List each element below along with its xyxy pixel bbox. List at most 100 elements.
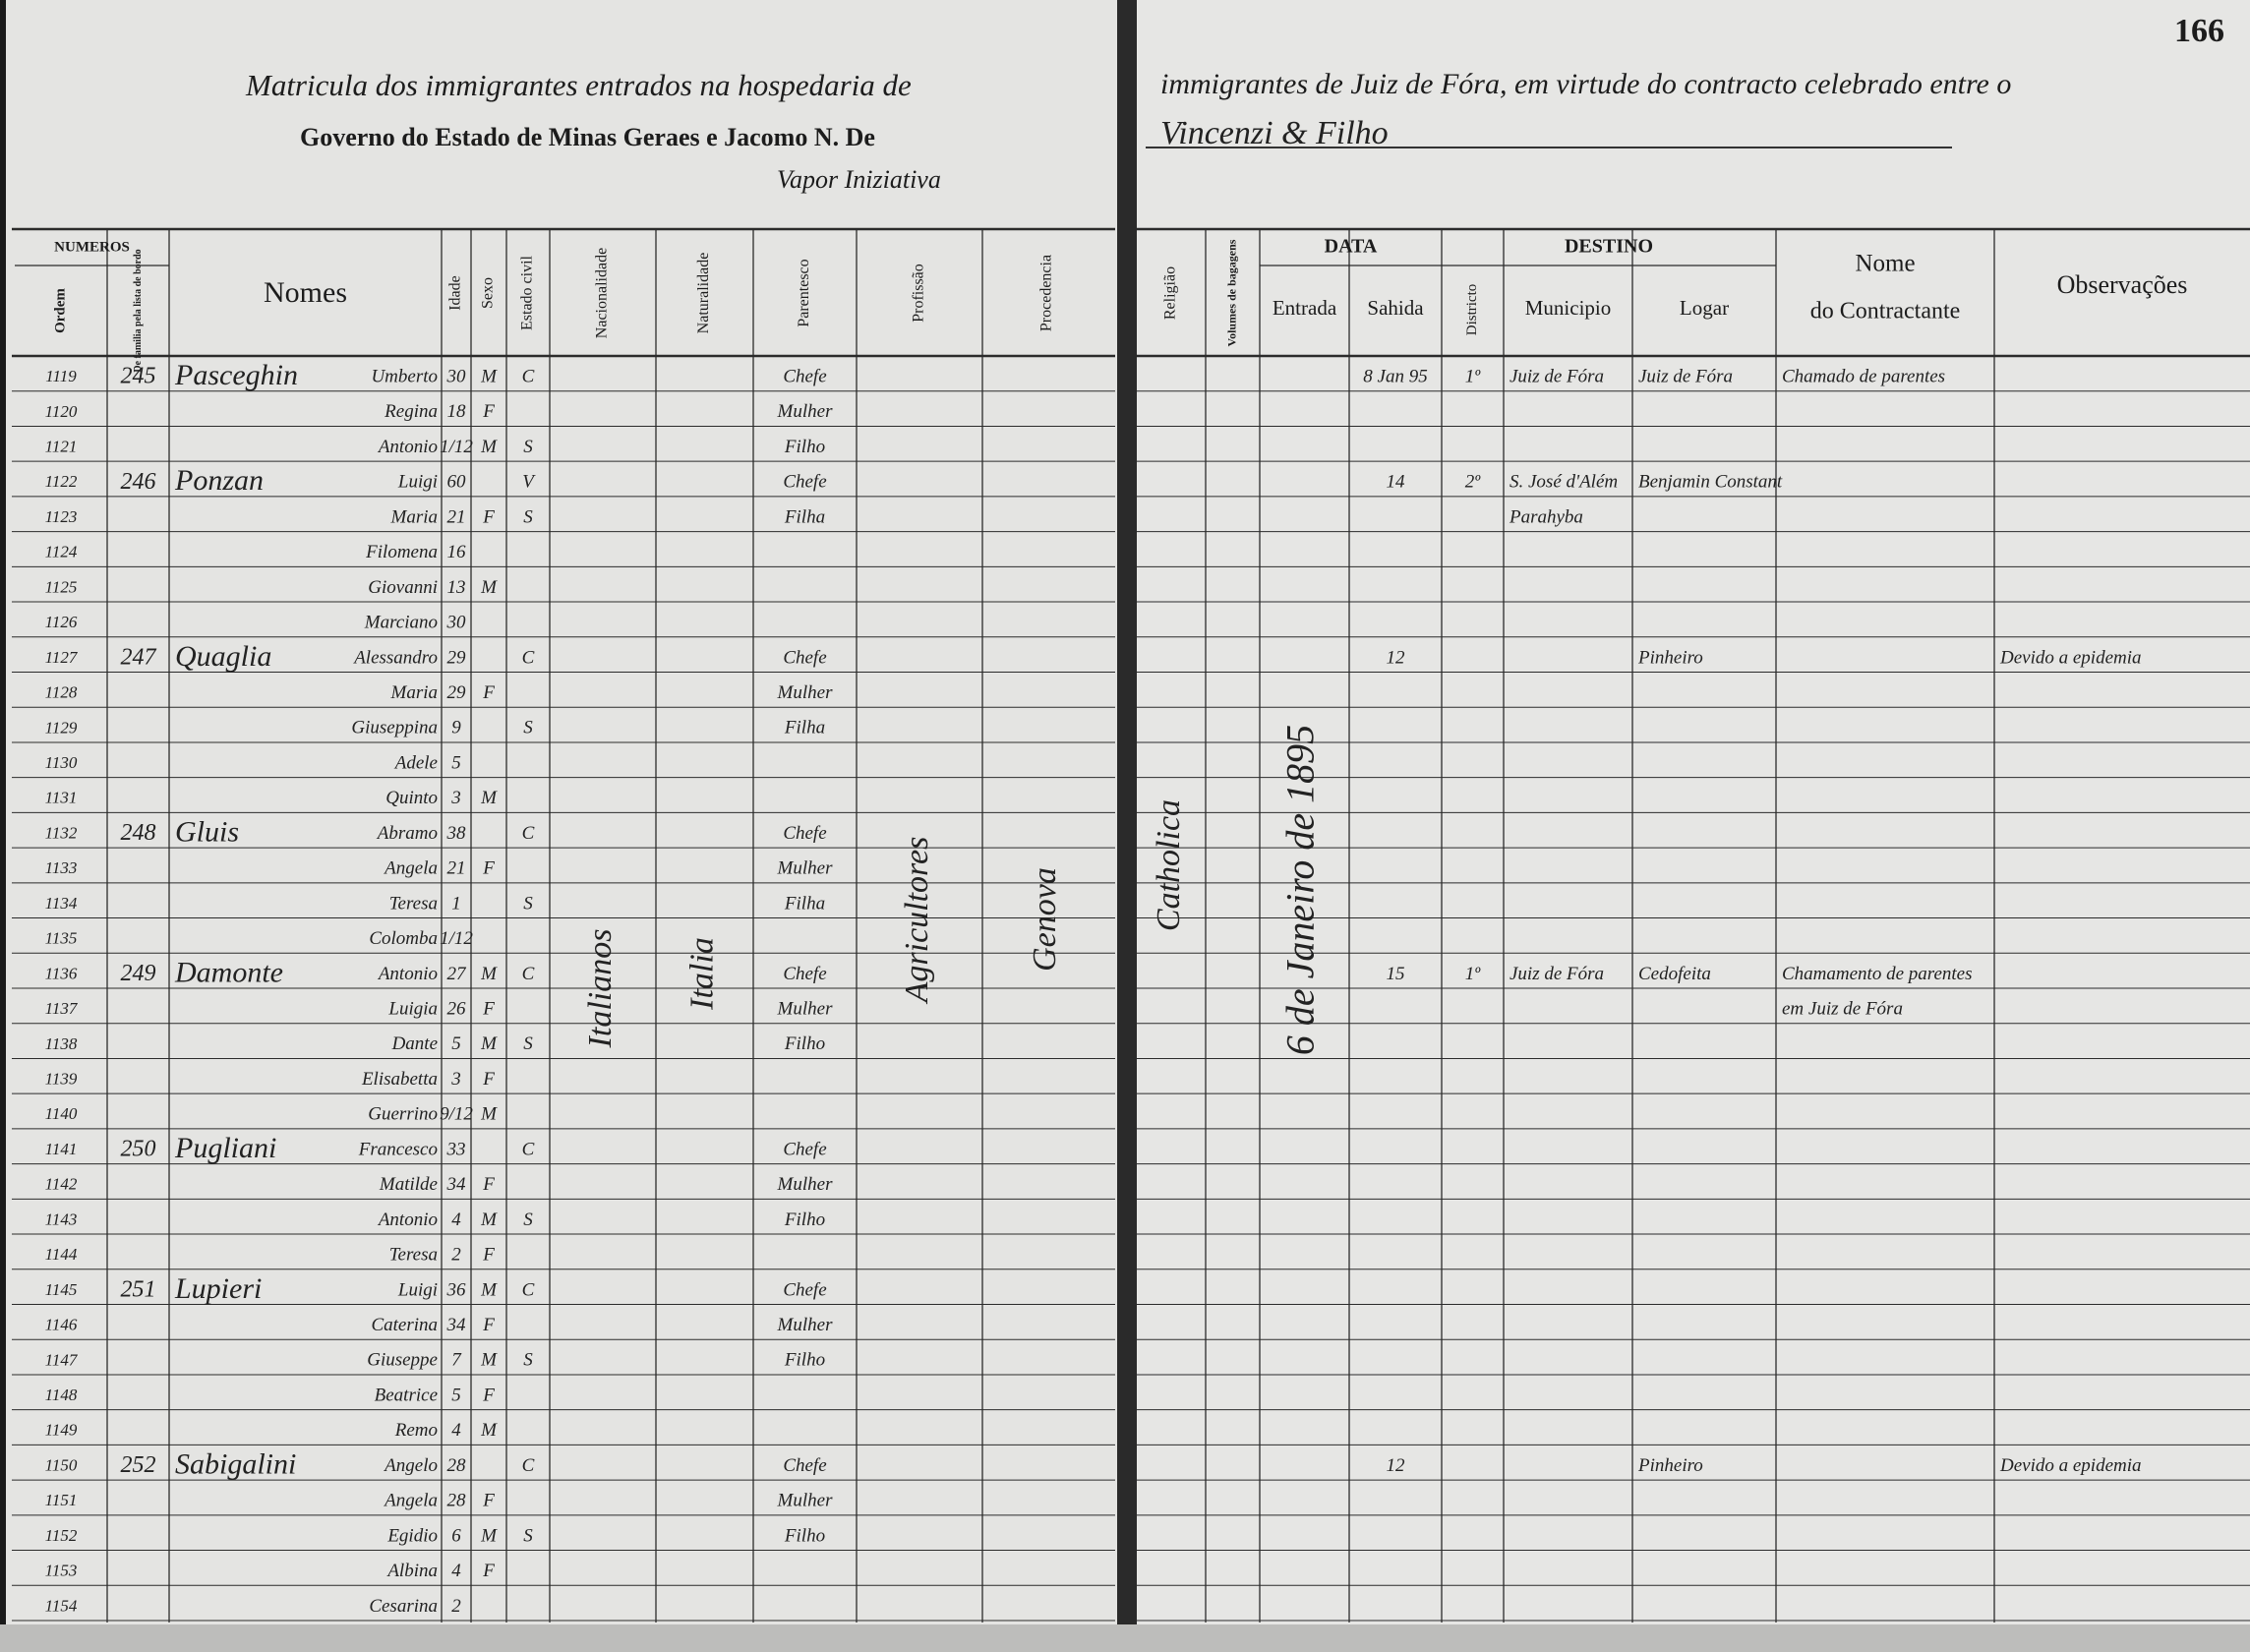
place-cell: Pinheiro bbox=[1637, 1455, 1703, 1476]
ordem-cell: 1141 bbox=[45, 1140, 78, 1158]
ordem-cell: 1134 bbox=[45, 894, 78, 913]
kinship-cell: Mulher bbox=[777, 682, 834, 703]
civil-state-cell: C bbox=[522, 964, 535, 984]
age-cell: 5 bbox=[451, 752, 461, 773]
familia-cell: 250 bbox=[121, 1137, 156, 1162]
first-name-cell: Angela bbox=[383, 1491, 438, 1511]
spanning-entry: Italianos bbox=[582, 929, 619, 1049]
sex-cell: F bbox=[482, 1385, 495, 1405]
age-cell: 34 bbox=[446, 1174, 467, 1195]
page-number: 166 bbox=[2174, 13, 2224, 49]
spanning-entry: 6 de Janeiro de 1895 bbox=[1278, 725, 1323, 1055]
place-cell: Pinheiro bbox=[1637, 647, 1703, 668]
age-cell: 5 bbox=[451, 1033, 461, 1054]
sex-cell: F bbox=[482, 1491, 495, 1511]
column-header: do Contractante bbox=[1810, 299, 1961, 324]
title-line2-left: Governo do Estado de Minas Geraes e Jaco… bbox=[300, 123, 875, 151]
column-header: Ordem bbox=[52, 288, 68, 333]
age-cell: 18 bbox=[447, 401, 467, 422]
first-name-cell: Remo bbox=[394, 1420, 438, 1441]
binding bbox=[1117, 0, 1137, 1652]
familia-cell: 248 bbox=[121, 820, 156, 846]
ordem-cell: 1142 bbox=[45, 1175, 78, 1194]
exit-date-cell: 12 bbox=[1387, 647, 1406, 668]
title-right: immigrantes de Juiz de Fóra, em virtude … bbox=[1160, 68, 2011, 100]
age-cell: 21 bbox=[447, 506, 466, 527]
kinship-cell: Filho bbox=[784, 1525, 825, 1546]
ordem-cell: 1143 bbox=[45, 1210, 78, 1228]
ordem-cell: 1148 bbox=[45, 1386, 78, 1404]
ordem-cell: 1135 bbox=[45, 929, 78, 948]
ordem-cell: 1138 bbox=[45, 1034, 78, 1053]
column-header: Entrada bbox=[1273, 296, 1337, 320]
spanning-entry: Agricultores bbox=[899, 837, 935, 1005]
first-name-cell: Elisabetta bbox=[361, 1069, 438, 1090]
first-name-cell: Umberto bbox=[371, 367, 438, 387]
age-cell: 1/12 bbox=[440, 437, 473, 457]
column-header: Districto bbox=[1464, 284, 1480, 336]
place-cell: Juiz de Fóra bbox=[1638, 367, 1733, 387]
ordem-cell: 1136 bbox=[45, 964, 78, 982]
civil-state-cell: C bbox=[522, 1279, 535, 1300]
first-name-cell: Luigia bbox=[387, 999, 438, 1020]
column-header: Profissão bbox=[911, 264, 927, 323]
title-left: Matricula dos immigrantes entrados na ho… bbox=[245, 68, 912, 102]
ordem-cell: 1121 bbox=[45, 437, 78, 455]
surname-cell: Ponzan bbox=[174, 464, 264, 497]
contractor-cell: em Juiz de Fóra bbox=[1782, 999, 1903, 1020]
sex-cell: M bbox=[480, 1279, 498, 1300]
first-name-cell: Alessandro bbox=[352, 647, 438, 668]
exit-date-cell: 8 Jan 95 bbox=[1363, 367, 1427, 387]
age-cell: 2 bbox=[451, 1596, 461, 1617]
age-cell: 4 bbox=[451, 1210, 461, 1230]
age-cell: 6 bbox=[451, 1525, 461, 1546]
sex-cell: F bbox=[482, 1069, 495, 1090]
ordem-cell: 1144 bbox=[45, 1245, 78, 1264]
civil-state-cell: S bbox=[523, 893, 533, 914]
first-name-cell: Giuseppina bbox=[351, 718, 438, 738]
familia-cell: 245 bbox=[121, 364, 156, 389]
first-name-cell: Francesco bbox=[358, 1139, 438, 1159]
surname-cell: Damonte bbox=[174, 956, 283, 988]
ordem-cell: 1130 bbox=[45, 753, 78, 772]
kinship-cell: Filho bbox=[784, 1033, 825, 1054]
kinship-cell: Filho bbox=[784, 1350, 825, 1371]
column-header: Sahida bbox=[1367, 296, 1424, 320]
first-name-cell: Antonio bbox=[377, 964, 438, 984]
sex-cell: F bbox=[482, 1561, 495, 1581]
first-name-cell: Teresa bbox=[389, 1245, 438, 1266]
civil-state-cell: S bbox=[523, 506, 533, 527]
sex-cell: M bbox=[480, 788, 498, 808]
ordem-cell: 1139 bbox=[45, 1069, 78, 1088]
district-cell: 1º bbox=[1465, 367, 1482, 387]
surname-cell: Lupieri bbox=[174, 1272, 262, 1305]
kinship-cell: Chefe bbox=[783, 964, 826, 984]
kinship-cell: Filho bbox=[784, 437, 825, 457]
ordem-cell: 1125 bbox=[45, 577, 78, 596]
kinship-cell: Chefe bbox=[783, 823, 826, 844]
civil-state-cell: S bbox=[523, 718, 533, 738]
first-name-cell: Teresa bbox=[389, 893, 438, 914]
sex-cell: M bbox=[480, 1525, 498, 1546]
column-header: Logar bbox=[1680, 296, 1729, 320]
sex-cell: M bbox=[480, 367, 498, 387]
kinship-cell: Mulher bbox=[777, 858, 834, 879]
ordem-cell: 1151 bbox=[45, 1491, 78, 1509]
column-header: Observações bbox=[2057, 270, 2188, 299]
kinship-cell: Mulher bbox=[777, 999, 834, 1020]
column-header: Procedencia bbox=[1038, 255, 1055, 331]
ordem-cell: 1126 bbox=[45, 613, 78, 631]
civil-state-cell: V bbox=[522, 472, 536, 493]
ordem-cell: 1123 bbox=[45, 507, 78, 526]
ordem-cell: 1120 bbox=[45, 402, 78, 421]
kinship-cell: Chefe bbox=[783, 647, 826, 668]
ordem-cell: 1124 bbox=[45, 543, 78, 561]
first-name-cell: Luigi bbox=[397, 472, 438, 493]
column-header: Sexo bbox=[480, 277, 497, 309]
ordem-cell: 1154 bbox=[45, 1596, 78, 1615]
column-header: Religião bbox=[1162, 266, 1179, 320]
age-cell: 2 bbox=[451, 1245, 461, 1266]
sex-cell: M bbox=[480, 1104, 498, 1125]
